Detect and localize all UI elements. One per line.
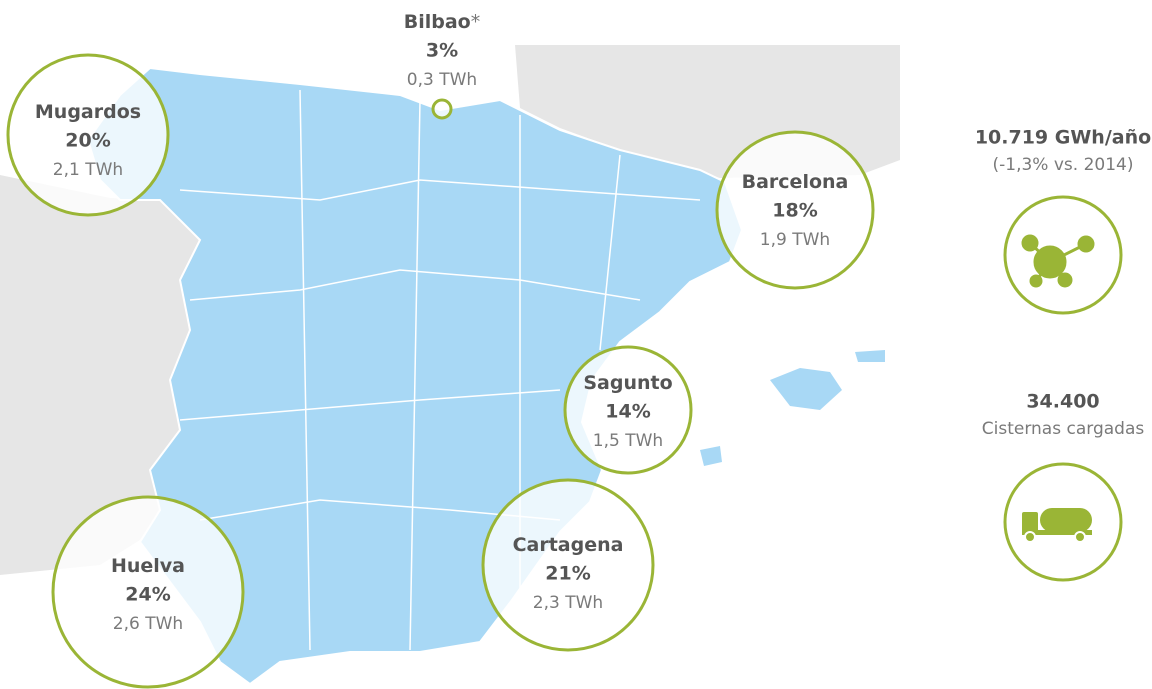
stats: 10.719 GWh/año (-1,3% vs. 2014) 34.400 Cist…	[975, 127, 1151, 582]
map	[0, 45, 900, 686]
terminal-name: Mugardos	[35, 101, 141, 123]
terminal-energy: 1,9 TWh	[760, 230, 830, 250]
terminal-share: 18%	[772, 200, 817, 222]
balearic-islands	[700, 446, 722, 466]
terminal-name-text: Sagunto	[583, 372, 672, 394]
network-icon	[1021, 234, 1095, 288]
terminal-share: 21%	[545, 563, 590, 585]
terminal-share: 14%	[605, 401, 650, 423]
terminal-circle	[715, 130, 875, 290]
terminal-name: Bilbao*	[404, 11, 480, 33]
terminal-name-text: Mugardos	[35, 101, 141, 123]
terminals: Mugardos 20% 2,1 TWh Bilbao* 3% 0,3 TWh Barcel…	[6, 11, 875, 689]
terminal-name-text: Cartagena	[513, 534, 624, 556]
terminal-energy: 2,6 TWh	[113, 614, 183, 634]
terminal-energy: 2,3 TWh	[533, 593, 603, 613]
terminal-circle	[481, 478, 655, 652]
terminal-circle	[563, 345, 693, 475]
terminal-circle	[51, 495, 245, 689]
stat-note: Cisternas cargadas	[982, 419, 1145, 439]
terminal-share: 24%	[125, 584, 170, 606]
terminal-name: Huelva	[111, 555, 185, 577]
terminal-note-mark: *	[471, 11, 481, 33]
terminal-name-text: Huelva	[111, 555, 185, 577]
terminal-energy: 2,1 TWh	[53, 160, 123, 180]
terminal-name: Sagunto	[583, 372, 672, 394]
terminal-energy: 0,3 TWh	[407, 70, 477, 90]
terminal-energy: 1,5 TWh	[593, 431, 663, 451]
stat-value: 10.719 GWh/año	[975, 127, 1151, 149]
balearic-islands	[855, 350, 885, 362]
truck-icon	[1022, 508, 1092, 543]
terminal-circle	[6, 53, 170, 217]
terminal-name-text: Barcelona	[742, 171, 849, 193]
stat-value: 34.400	[1026, 391, 1099, 413]
terminal-circle	[431, 98, 453, 120]
terminal-name: Cartagena	[513, 534, 624, 556]
terminal-share: 20%	[65, 130, 110, 152]
terminal-name-text: Bilbao	[404, 11, 471, 33]
stat-note: (-1,3% vs. 2014)	[993, 155, 1134, 175]
portugal	[0, 175, 200, 575]
province-borders	[179, 89, 701, 651]
balearic-islands	[770, 368, 842, 410]
terminal-name: Barcelona	[742, 171, 849, 193]
terminal-share: 3%	[426, 40, 458, 62]
